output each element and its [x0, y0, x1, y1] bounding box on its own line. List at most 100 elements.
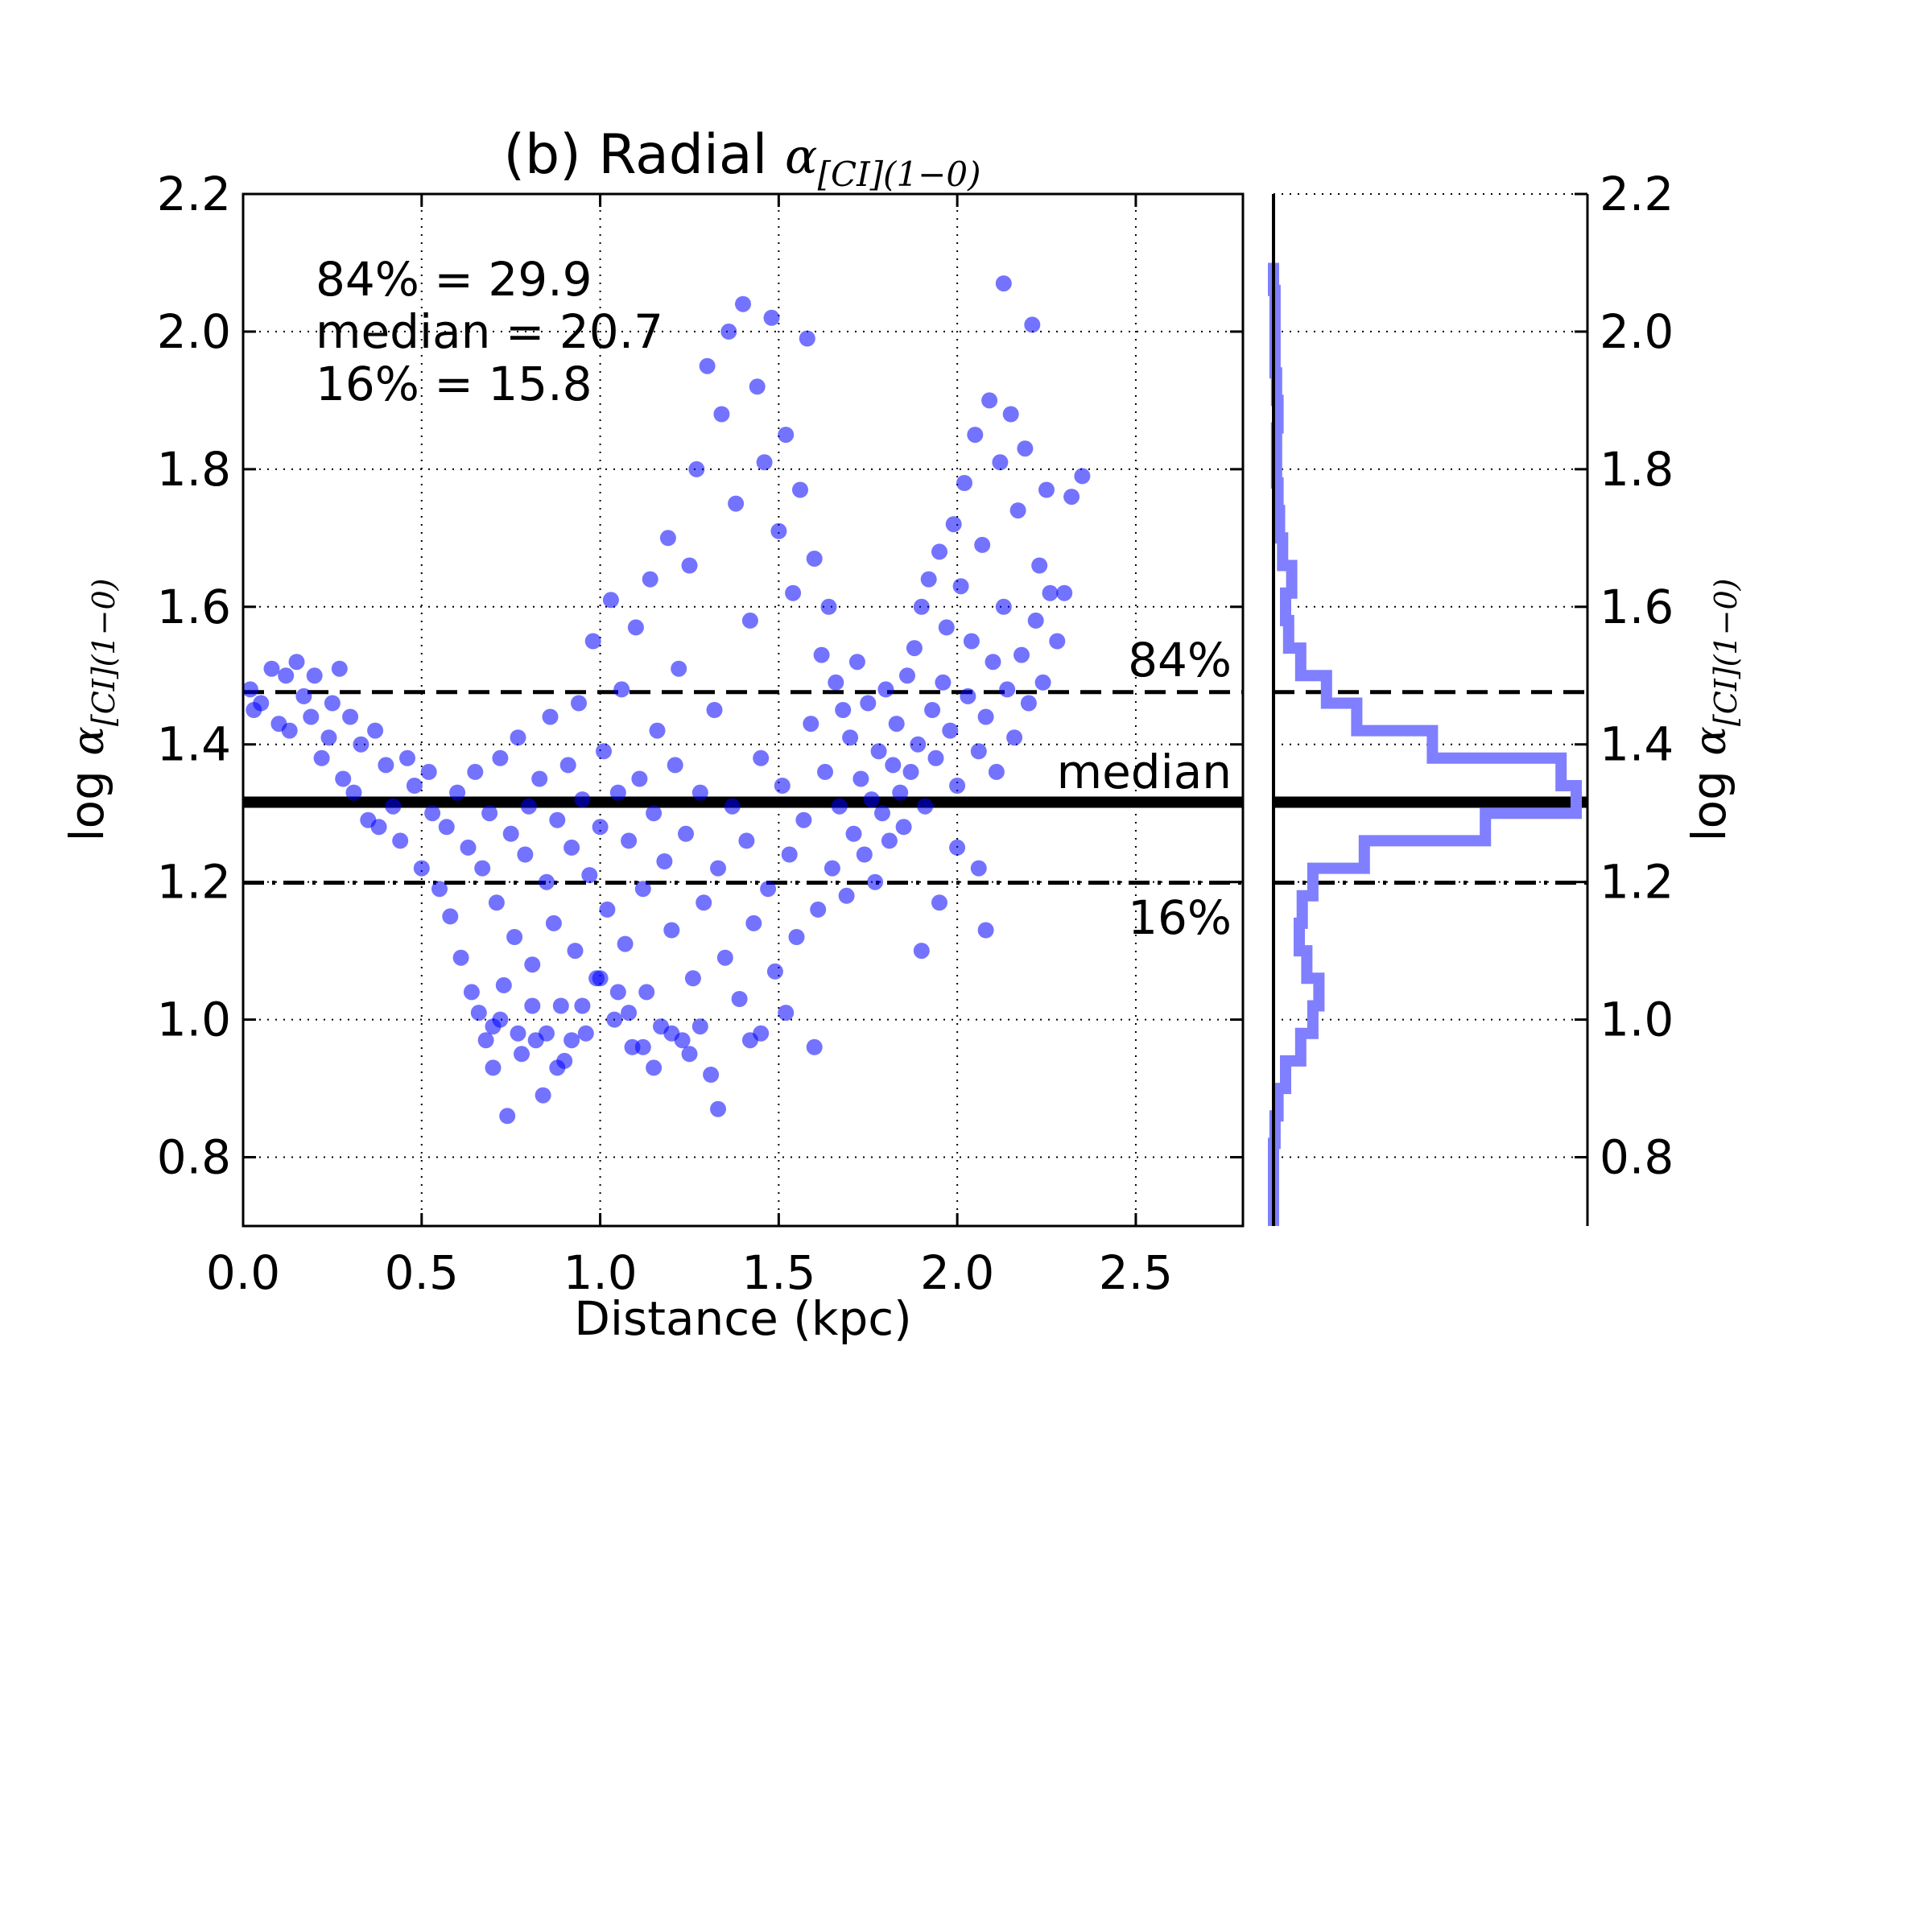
scatter-point [970, 860, 987, 877]
scatter-point [977, 708, 994, 725]
scatter-point [413, 860, 430, 877]
y-tick-label: 1.0 [157, 993, 231, 1047]
scatter-point [992, 454, 1009, 471]
scatter-point [342, 708, 359, 725]
scatter-point [931, 543, 947, 560]
scatter-point [799, 330, 815, 347]
scatter-point [1020, 695, 1037, 712]
scatter-point [913, 598, 930, 615]
scatter-point [1013, 646, 1030, 663]
scatter-point [1006, 729, 1023, 746]
y-tick-label: 0.8 [157, 1130, 231, 1185]
scatter-point [945, 516, 962, 533]
scatter-point [774, 778, 791, 794]
scatter-point [981, 392, 998, 409]
scatter-point [634, 881, 651, 898]
stat-84: 84% = 29.9 [316, 252, 592, 307]
scatter-point [766, 963, 783, 980]
scatter-point [1002, 406, 1019, 423]
scatter-point [792, 481, 808, 498]
scatter-point [621, 832, 638, 849]
histogram-y-ticks: 0.8 1.0 1.2 1.4 1.6 1.8 2.0 2.2 [1575, 167, 1674, 1185]
scatter-point [631, 770, 648, 787]
scatter-point [813, 646, 830, 663]
scatter-point [806, 1038, 823, 1055]
stats-annotation: 84% = 29.9 median = 20.7 16% = 15.8 [316, 252, 678, 411]
scatter-point [502, 825, 519, 842]
scatter-point [1034, 674, 1051, 691]
scatter-point [824, 860, 840, 877]
x-tick-label: 0.5 [385, 1245, 459, 1300]
scatter-point [392, 832, 409, 849]
scatter-point [549, 1059, 566, 1076]
scatter-point [867, 873, 884, 890]
scatter-point [741, 612, 758, 629]
scatter-point [242, 681, 258, 698]
scatter-point [753, 749, 770, 766]
scatter-point [606, 1011, 623, 1028]
scatter-point [663, 922, 680, 939]
scatter-point [949, 839, 966, 856]
scatter-point [424, 805, 441, 822]
label-median: median [1057, 745, 1232, 799]
scatter-point [678, 825, 694, 842]
scatter-point [881, 832, 898, 849]
histogram-y-tick-label: 1.2 [1600, 855, 1674, 910]
scatter-point [820, 598, 837, 615]
scatter-point [738, 832, 755, 849]
scatter-point [295, 687, 312, 704]
scatter-point [852, 770, 869, 787]
scatter-point [442, 908, 459, 925]
scatter-point [745, 914, 762, 931]
chart-title: (b) Radial α[CI](1−0) [504, 123, 981, 194]
scatter-point [892, 784, 909, 801]
scatter-point [863, 791, 880, 808]
scatter-point [656, 853, 673, 869]
stat-16: 16% = 15.8 [316, 357, 592, 411]
main-plot-frame [242, 192, 1245, 1228]
scatter-point [331, 660, 348, 677]
scatter-point [935, 674, 952, 691]
scatter-point [703, 1067, 720, 1083]
scatter-point [646, 1059, 663, 1076]
scatter-point [514, 1046, 530, 1063]
scatter-point [506, 929, 523, 945]
scatter-point [860, 695, 877, 712]
scatter-point [545, 914, 562, 931]
scatter-point [924, 702, 941, 718]
scatter-point [438, 819, 455, 836]
scatter-point [1009, 502, 1026, 519]
scatter-point [952, 578, 969, 595]
scatter-point [281, 722, 298, 739]
scatter-point [634, 1038, 651, 1055]
scatter-point [749, 378, 766, 395]
scatter-point [728, 495, 745, 512]
scatter-point [306, 667, 323, 684]
scatter-point [942, 722, 959, 739]
scatter-point [324, 695, 341, 712]
scatter-point [559, 757, 576, 774]
scatter-point [835, 702, 852, 718]
scatter-point [778, 1005, 795, 1022]
scatter-point [567, 943, 584, 960]
scatter-point [574, 791, 591, 808]
scatter-point [549, 811, 566, 828]
scatter-point [481, 805, 498, 822]
main-y-ticks: 0.8 1.0 1.2 1.4 1.6 1.8 2.0 2.2 [157, 167, 1243, 1185]
scatter-point [681, 557, 698, 574]
scatter-point [581, 867, 598, 884]
main-reference-lines [243, 690, 1243, 886]
scatter-point [524, 997, 541, 1014]
scatter-point [627, 619, 644, 636]
scatter-point [895, 819, 912, 836]
scatter-point [960, 687, 976, 704]
scatter-point [492, 749, 509, 766]
x-tick-label: 1.0 [563, 1245, 637, 1300]
scatter-point [999, 681, 1016, 698]
scatter-point [1056, 584, 1073, 601]
scatter-point [1049, 633, 1066, 650]
scatter-point [1038, 481, 1055, 498]
scatter-point [724, 798, 741, 815]
scatter-point [592, 970, 609, 987]
